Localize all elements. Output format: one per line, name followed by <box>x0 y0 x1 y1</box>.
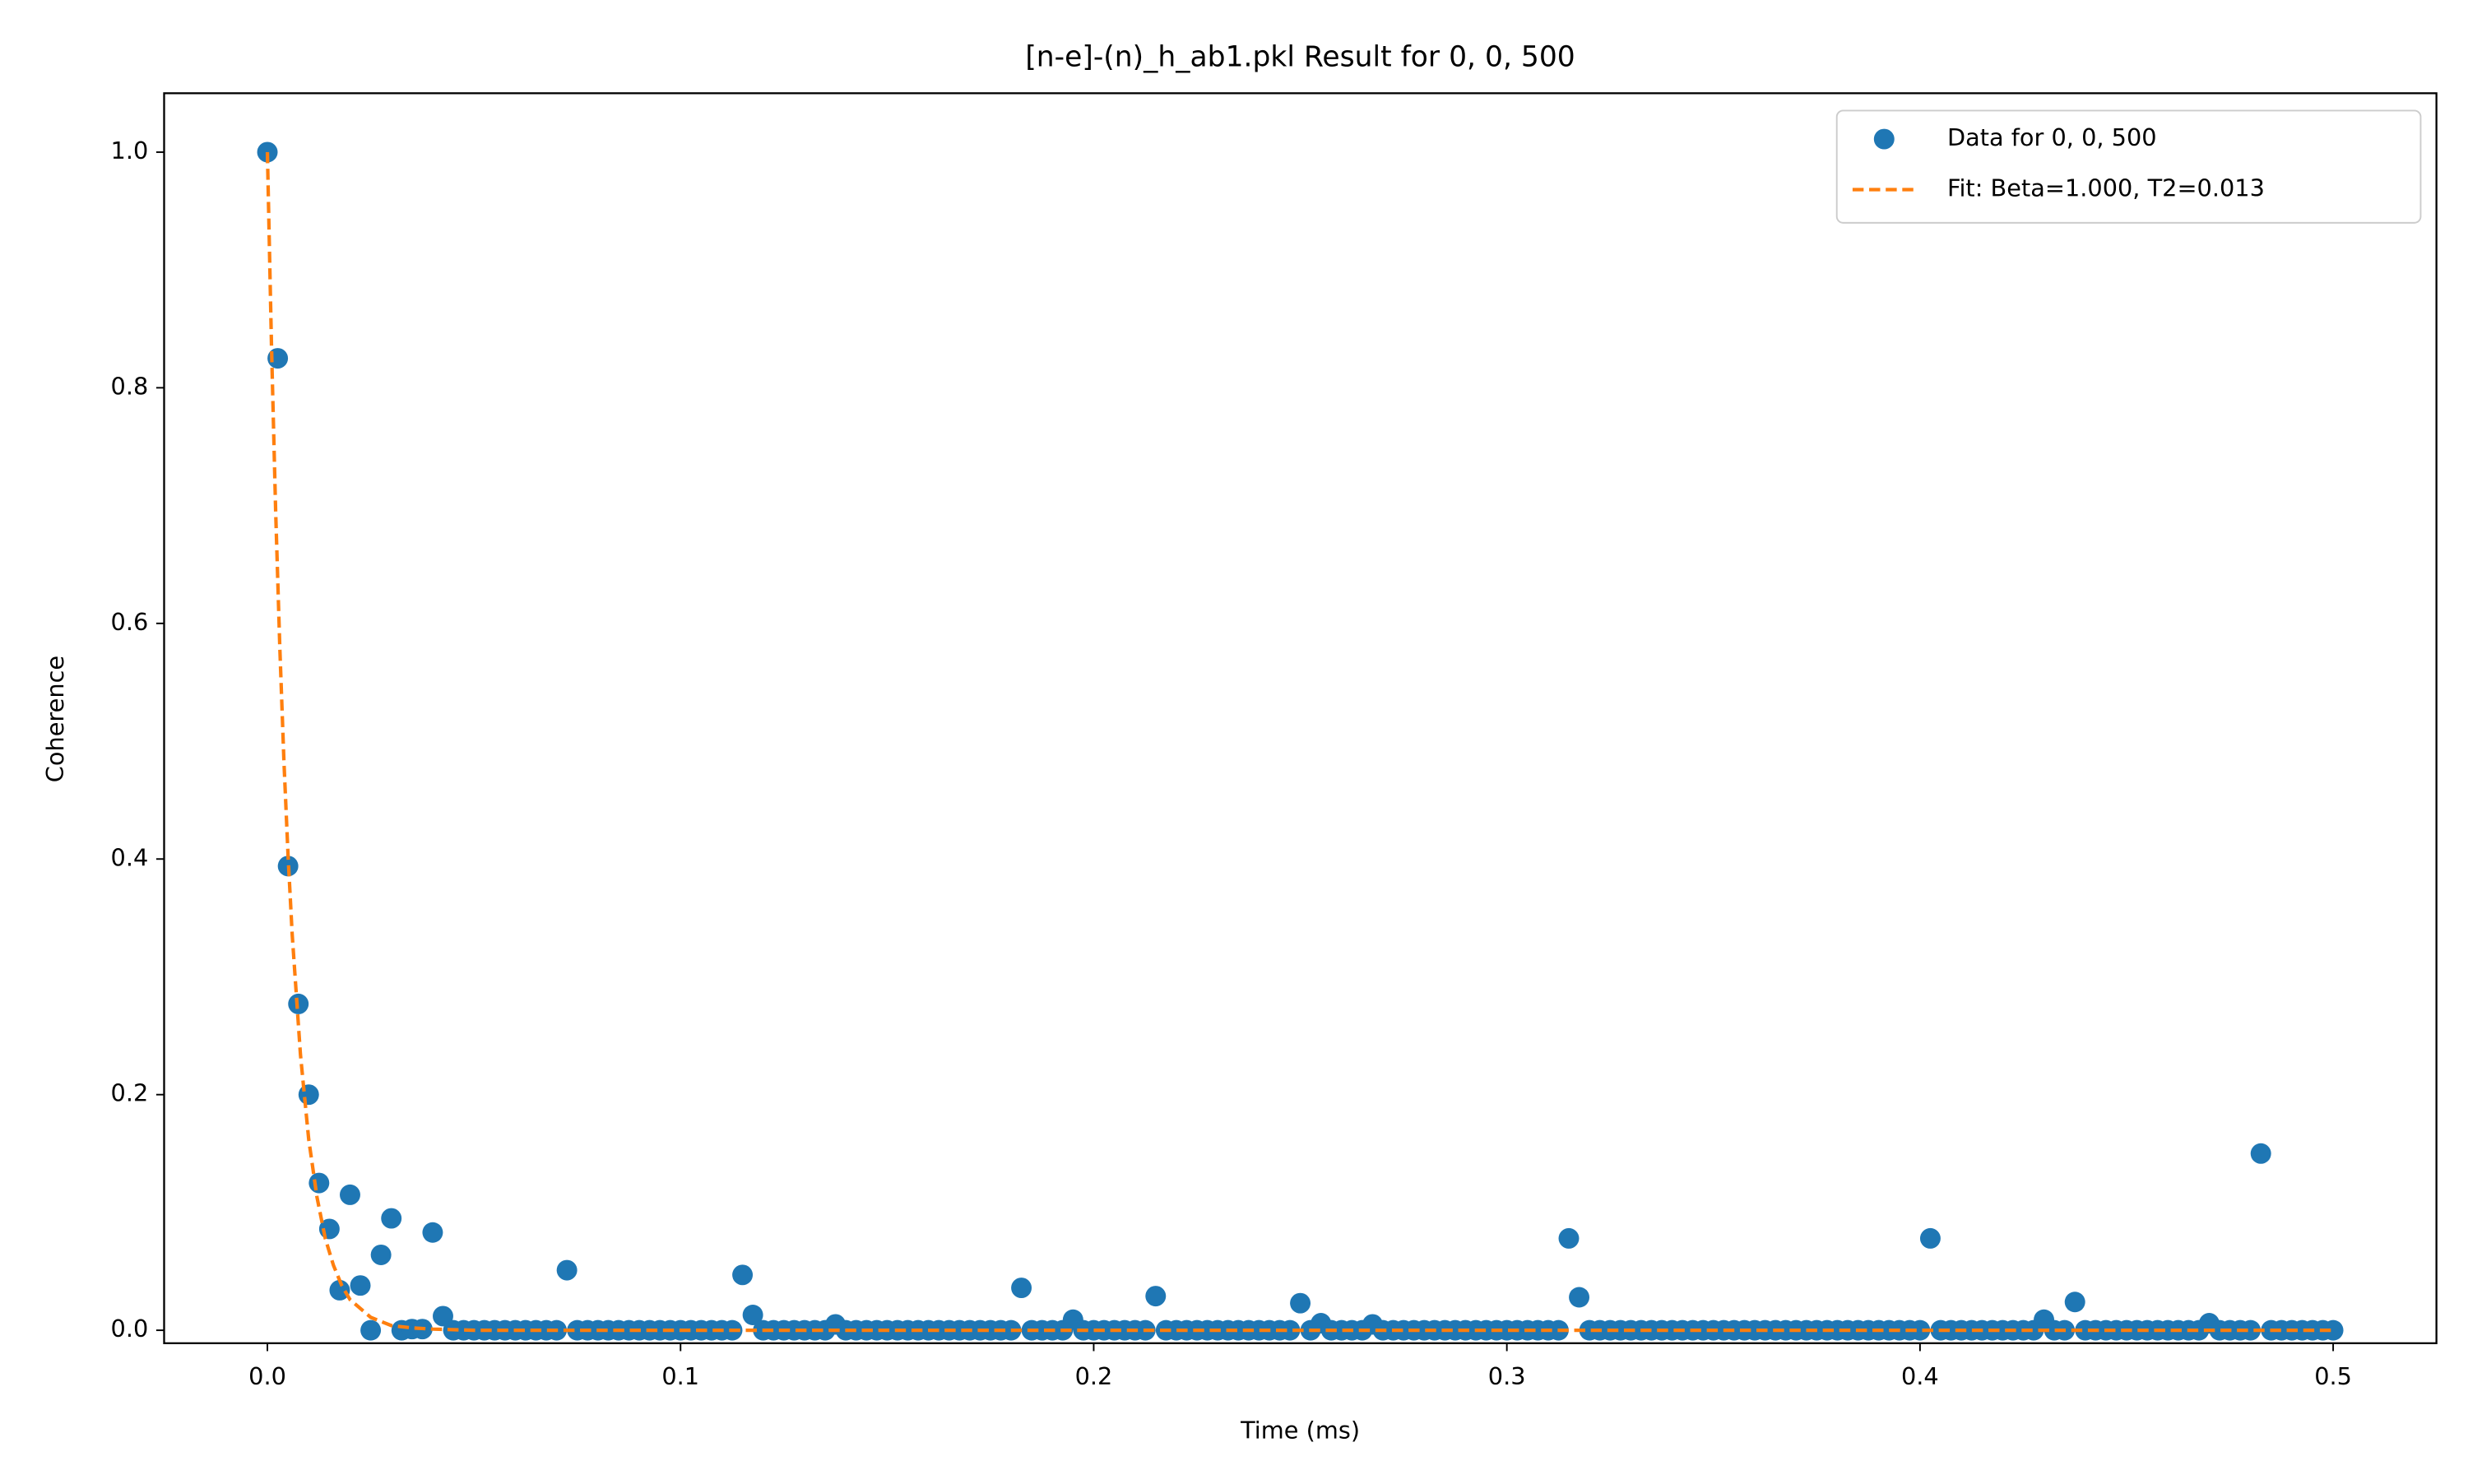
fit-line <box>265 151 2334 1333</box>
y-axis-label: Coherence <box>41 656 69 782</box>
legend-box <box>1835 109 2422 224</box>
data-point <box>1145 1286 1167 1307</box>
data-point <box>2064 1292 2085 1313</box>
y-tick-label: 0.6 <box>111 608 149 636</box>
y-tick-label: 0.4 <box>111 843 149 871</box>
data-point <box>2322 1319 2344 1341</box>
x-tick-label: 0.1 <box>661 1362 699 1390</box>
data-point <box>340 1184 360 1205</box>
data-point <box>1558 1227 1580 1249</box>
data-point <box>381 1208 402 1229</box>
data-point <box>329 1279 350 1301</box>
x-tick-label: 0.5 <box>2314 1362 2352 1390</box>
chart-title: [n-e]-(n)_h_ab1.pkl Result for 0, 0, 500 <box>1025 41 1575 74</box>
data-point <box>308 1172 330 1194</box>
axes-frame <box>163 92 2438 1345</box>
data-point <box>350 1275 371 1296</box>
data-point <box>556 1259 578 1281</box>
data-point <box>1919 1227 1941 1249</box>
legend: Data for 0, 0, 500 Fit: Beta=1.000, T2=0.… <box>1835 109 2422 224</box>
data-point <box>1279 1319 1301 1341</box>
x-tick-label: 0.0 <box>248 1362 286 1390</box>
legend-marker <box>1873 128 1895 150</box>
data-point <box>298 1084 319 1106</box>
y-tick-label: 0.2 <box>111 1079 149 1107</box>
data-point <box>1290 1292 1311 1314</box>
x-tick-label: 0.2 <box>1075 1362 1113 1390</box>
x-tick-label: 0.3 <box>1488 1362 1526 1390</box>
data-point <box>422 1222 443 1243</box>
x-tick-label: 0.4 <box>1901 1362 1939 1390</box>
y-tick-label: 1.0 <box>111 137 149 165</box>
data-point <box>1569 1287 1590 1308</box>
data-point <box>1909 1319 1931 1341</box>
plot-area <box>257 141 2344 1341</box>
y-tick-label: 0.0 <box>111 1315 149 1343</box>
data-point <box>360 1319 382 1341</box>
legend-label: Fit: Beta=1.000, T2=0.013 <box>1947 174 2265 202</box>
y-tick-label: 0.8 <box>111 372 149 400</box>
data-point <box>2240 1319 2262 1341</box>
data-point <box>742 1305 763 1325</box>
x-axis-label: Time (ms) <box>1240 1416 1360 1444</box>
data-point <box>2250 1143 2271 1164</box>
data-point <box>433 1305 453 1327</box>
data-point <box>370 1244 392 1265</box>
legend-label: Data for 0, 0, 500 <box>1947 123 2157 151</box>
data-point <box>1011 1278 1032 1299</box>
data-point <box>732 1264 754 1286</box>
